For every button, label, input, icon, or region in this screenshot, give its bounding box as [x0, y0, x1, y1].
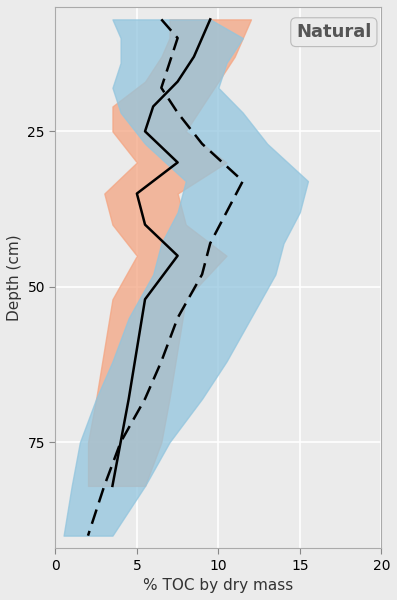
Y-axis label: Depth (cm): Depth (cm)	[7, 234, 22, 321]
Text: Natural: Natural	[296, 23, 372, 41]
X-axis label: % TOC by dry mass: % TOC by dry mass	[143, 578, 293, 593]
